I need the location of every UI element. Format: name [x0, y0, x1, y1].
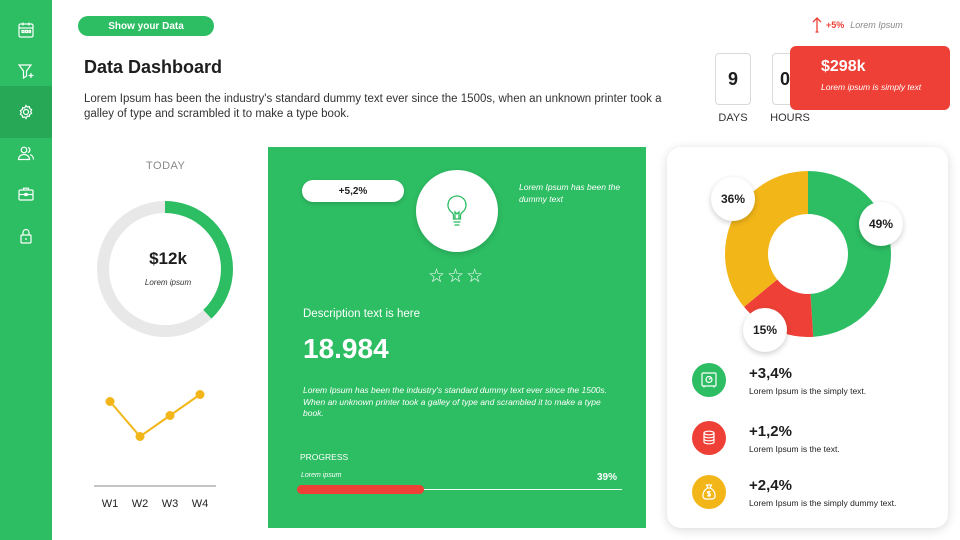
line-series — [109, 393, 201, 438]
revenue-card: $298k Lorem ipsum is simply text — [790, 46, 950, 110]
stat-icon-bg-3 — [692, 475, 726, 509]
donut-slice-0 — [808, 171, 891, 337]
stat-value-2: +1,2% — [749, 422, 792, 440]
pie-label-yellow: 36% — [711, 177, 755, 221]
money-bag-icon — [702, 484, 716, 500]
stat-row-3: +2,4% Lorem Ipsum is the simply dummy te… — [692, 475, 896, 509]
progress-track — [297, 489, 622, 490]
progress-percent: 39% — [597, 472, 618, 483]
description-title: Description text is here — [303, 308, 420, 320]
arrow-up-icon — [812, 17, 822, 33]
safe-icon — [701, 372, 717, 388]
today-donut — [97, 201, 233, 337]
sidebar-item-calendar[interactable] — [0, 10, 52, 50]
x-tick-label: W2 — [132, 498, 149, 510]
line-point-w3 — [165, 411, 175, 420]
revenue-amount: $298k — [821, 58, 866, 75]
progress-fill — [297, 485, 424, 494]
sidebar-item-lock[interactable] — [0, 216, 52, 256]
sidebar — [0, 0, 52, 540]
line-point-w1 — [105, 397, 115, 406]
today-donut-progress — [97, 201, 233, 337]
stat-icon-bg-2 — [692, 421, 726, 455]
stat-desc-2: Lorem Ipsum is the text. — [749, 443, 840, 454]
users-icon — [17, 146, 35, 161]
days-label: DAYS — [718, 112, 748, 124]
stat-row-1: +3,4% Lorem Ipsum is the simply text. — [692, 363, 866, 397]
stat-value-1: +3,4% — [749, 364, 792, 382]
today-label: TODAY — [146, 160, 186, 172]
show-data-button[interactable]: Show your Data — [78, 16, 214, 36]
top-change-value: +5% — [826, 20, 845, 30]
today-sub: Lorem ipsum — [144, 278, 192, 287]
top-change-indicator: +5% Lorem Ipsum — [812, 17, 903, 33]
stat-row-2: +1,2% Lorem Ipsum is the text. — [692, 421, 840, 455]
lock-icon — [20, 228, 32, 244]
page-title: Data Dashboard — [84, 57, 223, 77]
sidebar-item-settings[interactable] — [0, 86, 52, 138]
line-point-w4 — [195, 390, 205, 399]
days-box: 9 — [715, 53, 751, 105]
sidebar-item-briefcase[interactable] — [0, 174, 52, 214]
settings-icon — [19, 104, 33, 120]
stats-card: +5,2% Lorem Ipsum has been the dummy tex… — [268, 147, 646, 528]
coins-icon — [703, 430, 715, 445]
breakdown-card: 49% 15% 36% +3,4% Lorem Ipsum is the sim… — [667, 147, 948, 528]
lightbulb-icon — [447, 195, 467, 226]
hours-label: HOURS — [770, 112, 810, 124]
x-tick-label: W3 — [162, 498, 179, 510]
stat-icon-bg-1 — [692, 363, 726, 397]
today-amount: $12k — [149, 249, 187, 268]
x-tick-label: W4 — [192, 498, 209, 510]
description-paragraph: Lorem Ipsum has been the industry's stan… — [303, 385, 608, 418]
weekly-line-chart: W1 W2 W3 W4 — [94, 390, 216, 510]
top-change-label: Lorem Ipsum — [850, 20, 903, 30]
briefcase-icon — [18, 187, 34, 201]
revenue-subtitle: Lorem ipsum is simply text — [821, 82, 922, 92]
progress-sub: Lorem ipsum — [301, 472, 342, 479]
line-point-w2 — [135, 432, 145, 441]
idea-circle — [416, 170, 498, 252]
filter-icon — [17, 64, 34, 80]
page-description: Lorem Ipsum has been the industry's stan… — [84, 93, 662, 120]
sidebar-item-filter[interactable] — [0, 51, 52, 91]
calendar-icon — [18, 22, 34, 38]
progress-label: PROGRESS — [300, 452, 349, 462]
rating-stars[interactable]: ☆☆☆ — [428, 266, 486, 287]
stat-desc-1: Lorem Ipsum is the simply text. — [749, 385, 867, 396]
stat-value-3: +2,4% — [749, 476, 792, 494]
sidebar-item-users[interactable] — [0, 133, 52, 173]
pie-label-red: 15% — [743, 308, 787, 352]
big-number: 18.984 — [303, 333, 389, 364]
stat-desc-3: Lorem Ipsum is the simply dummy text. — [749, 497, 897, 508]
growth-pill: +5,2% — [302, 180, 404, 202]
x-tick-label: W1 — [102, 498, 119, 510]
pie-label-green: 49% — [859, 202, 903, 246]
idea-note: Lorem Ipsum has been the dummy text — [519, 182, 621, 204]
